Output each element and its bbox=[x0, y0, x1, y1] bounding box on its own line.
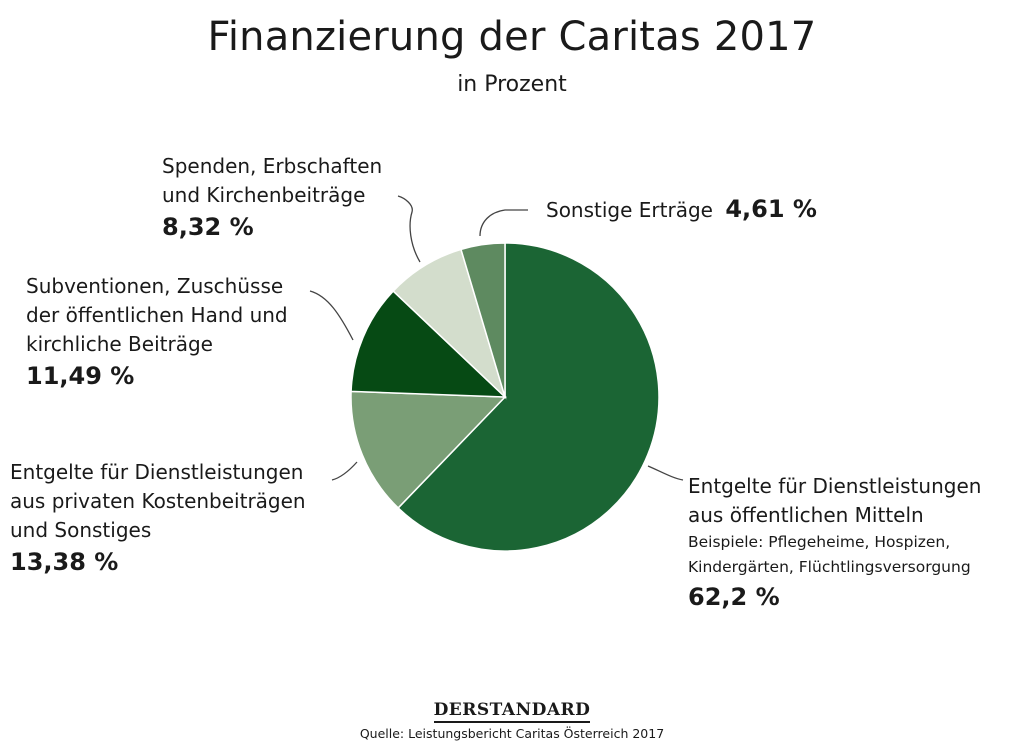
chart-title: Finanzierung der Caritas 2017 bbox=[207, 14, 817, 60]
slice-label-line: der öffentlichen Hand und bbox=[26, 303, 288, 327]
slice-label-line: kirchliche Beiträge bbox=[26, 332, 213, 356]
slice-label-oeffentliche-mittel: Entgelte für Dienstleistungen aus öffent… bbox=[688, 472, 981, 614]
pie-slice-private-kostenbeitraege bbox=[350, 390, 507, 509]
leader-line-oeffentliche-mittel bbox=[647, 465, 684, 481]
slice-label-line: und Sonstiges bbox=[10, 518, 152, 542]
slice-label-line: aus öffentlichen Mitteln bbox=[688, 503, 924, 527]
slice-label-line: Entgelte für Dienstleistungen bbox=[10, 460, 304, 484]
chart-subtitle: in Prozent bbox=[457, 72, 567, 97]
pie-slice-subventionen bbox=[350, 290, 507, 398]
slice-value-label: 13,38 % bbox=[10, 548, 119, 576]
slice-note-line: Kindergärten, Flüchtlingsversorgung bbox=[688, 558, 971, 576]
pie-slice-oeffentliche-mittel bbox=[397, 242, 660, 552]
leader-line-sonstige-ertraege bbox=[479, 209, 528, 237]
slice-label-private-kostenbeitraege: Entgelte für Dienstleistungen aus privat… bbox=[10, 458, 306, 579]
slice-label-line: Spenden, Erbschaften bbox=[162, 154, 383, 178]
publisher-logo-text: DERSTANDARD bbox=[433, 700, 591, 723]
slice-label-spenden: Spenden, Erbschaften und Kirchenbeiträge… bbox=[162, 152, 382, 244]
slice-value-label: 62,2 % bbox=[688, 583, 780, 611]
slice-label-sonstige-ertraege: Sonstige Erträge 4,61 % bbox=[546, 192, 817, 226]
leader-line-subventionen bbox=[309, 290, 354, 341]
leader-line-spenden bbox=[397, 195, 421, 263]
slice-note-line: Beispiele: Pflegeheime, Hospizen, bbox=[688, 533, 951, 551]
slice-label-line: Sonstige Erträge bbox=[546, 198, 713, 222]
leader-line-private-kostenbeitraege bbox=[331, 461, 358, 481]
slice-label-subventionen: Subventionen, Zuschüsse der öffentlichen… bbox=[26, 272, 288, 393]
slice-label-line: Subventionen, Zuschüsse bbox=[26, 274, 284, 298]
slice-value-label: 11,49 % bbox=[26, 362, 135, 390]
slice-value-label: 8,32 % bbox=[162, 213, 254, 241]
pie-slice-sonstige-ertraege bbox=[460, 242, 506, 398]
slice-label-line: Entgelte für Dienstleistungen bbox=[688, 474, 982, 498]
slice-label-line: aus privaten Kostenbeiträgen bbox=[10, 489, 306, 513]
publisher-logo: DERSTANDARD bbox=[0, 700, 1024, 723]
slice-value-label: 4,61 % bbox=[725, 195, 817, 223]
source-note: Quelle: Leistungsbericht Caritas Österre… bbox=[359, 726, 665, 741]
slice-label-line: und Kirchenbeiträge bbox=[162, 183, 366, 207]
